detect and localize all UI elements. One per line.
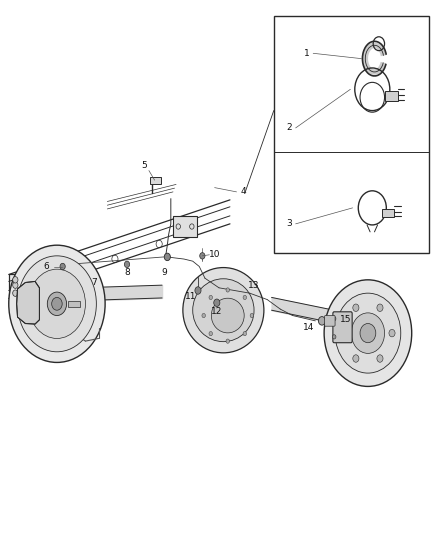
Bar [68, 301, 80, 307]
Circle shape [332, 335, 336, 339]
Circle shape [209, 295, 212, 300]
Text: 12: 12 [211, 308, 223, 316]
Circle shape [353, 355, 359, 362]
Ellipse shape [183, 268, 264, 353]
Circle shape [341, 329, 347, 337]
FancyBboxPatch shape [325, 316, 335, 326]
Circle shape [202, 313, 205, 318]
Circle shape [13, 282, 18, 288]
Text: 15: 15 [340, 316, 352, 324]
Circle shape [332, 317, 336, 321]
Circle shape [335, 293, 401, 373]
Bar [274, 16, 429, 253]
Text: 11: 11 [185, 293, 196, 301]
Bar [382, 209, 394, 217]
FancyBboxPatch shape [333, 312, 352, 343]
Circle shape [377, 304, 383, 311]
Text: 6: 6 [43, 262, 49, 271]
Polygon shape [17, 281, 39, 324]
Circle shape [13, 290, 18, 296]
Circle shape [360, 324, 376, 343]
Circle shape [60, 263, 65, 270]
Text: 9: 9 [161, 269, 167, 277]
Text: 1: 1 [304, 49, 310, 58]
Text: 10: 10 [209, 251, 220, 259]
Circle shape [351, 313, 385, 353]
Circle shape [124, 261, 130, 268]
Circle shape [164, 253, 170, 261]
Circle shape [324, 280, 412, 386]
Circle shape [9, 245, 105, 362]
FancyBboxPatch shape [173, 216, 197, 237]
Circle shape [226, 288, 230, 292]
Circle shape [209, 332, 212, 336]
Circle shape [13, 277, 18, 283]
Ellipse shape [211, 298, 244, 333]
Circle shape [47, 292, 67, 316]
Circle shape [200, 253, 205, 259]
Text: 13: 13 [248, 281, 260, 289]
Circle shape [195, 287, 201, 294]
Circle shape [52, 297, 62, 310]
Bar [385, 92, 398, 101]
Circle shape [353, 304, 359, 311]
Circle shape [18, 256, 96, 352]
Ellipse shape [193, 279, 254, 342]
Text: 4: 4 [240, 188, 246, 196]
Circle shape [243, 295, 247, 300]
Circle shape [318, 317, 325, 325]
Text: 5: 5 [141, 161, 148, 169]
Polygon shape [9, 274, 25, 298]
Circle shape [250, 313, 254, 318]
Circle shape [226, 339, 230, 343]
Text: 8: 8 [124, 269, 130, 277]
Bar [150, 177, 161, 184]
Text: 7: 7 [91, 278, 97, 287]
Circle shape [243, 332, 247, 336]
Circle shape [214, 299, 220, 306]
Text: 2: 2 [286, 124, 292, 132]
Circle shape [28, 269, 85, 338]
Text: 14: 14 [303, 324, 314, 332]
Text: 3: 3 [286, 220, 292, 228]
Circle shape [377, 355, 383, 362]
Circle shape [389, 329, 395, 337]
